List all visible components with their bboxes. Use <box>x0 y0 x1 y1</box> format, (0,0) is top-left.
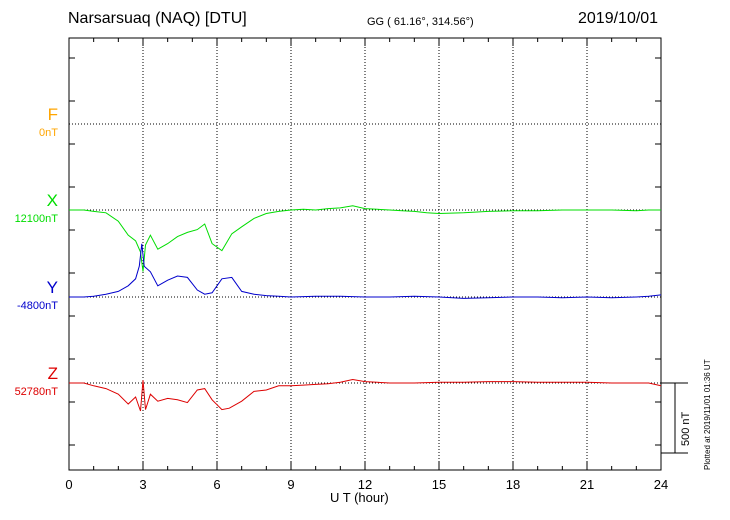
plotted-timestamp: Plotted at 2019/11/01 01:36 UT <box>703 359 712 470</box>
date-title: 2019/10/01 <box>578 10 659 27</box>
coordinates-label: GG ( 61.16°, 314.56°) <box>367 16 474 28</box>
x-tick-label: 12 <box>358 477 372 492</box>
channel-baseline-y: -4800nT <box>17 300 58 312</box>
channel-baseline-x: 12100nT <box>14 213 58 225</box>
series-line-y <box>69 243 662 299</box>
channel-name-y: Y <box>46 278 58 297</box>
x-tick-label: 18 <box>506 477 520 492</box>
channel-name-f: F <box>47 105 58 124</box>
scale-bar-label: 500 nT <box>680 411 692 446</box>
x-tick-label: 0 <box>65 477 72 492</box>
x-axis-title: U T (hour) <box>330 490 389 505</box>
x-tick-label: 21 <box>580 477 594 492</box>
x-tick-label: 6 <box>213 477 220 492</box>
channel-name-z: Z <box>47 364 58 383</box>
station-title: Narsarsuaq (NAQ) [DTU] <box>68 10 247 27</box>
x-tick-label: 3 <box>139 477 146 492</box>
channel-name-x: X <box>46 191 58 210</box>
x-tick-label: 24 <box>654 477 668 492</box>
channel-baseline-z: 52780nT <box>14 386 58 398</box>
x-tick-label: 9 <box>287 477 294 492</box>
x-tick-label: 15 <box>432 477 446 492</box>
series-line-z <box>69 378 662 412</box>
series-line-x <box>69 205 661 272</box>
channel-baseline-f: 0nT <box>39 127 58 139</box>
